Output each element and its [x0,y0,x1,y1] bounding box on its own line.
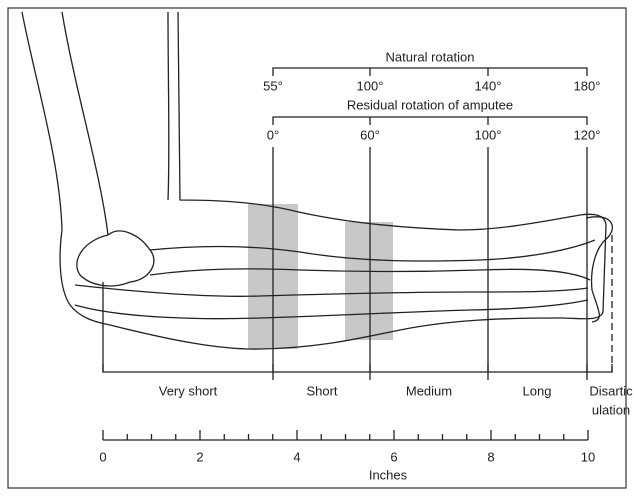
brackets [102,67,613,441]
residual-angle: 100° [475,127,502,142]
radius [149,239,596,262]
arm-outline [21,11,607,350]
natural-angle: 140° [475,78,502,93]
natural-angle: 100° [357,78,384,93]
radius [149,268,591,281]
ruler-label: 2 [196,449,203,464]
ulna [74,299,589,320]
arm-drawing [21,11,613,372]
residual-bracket [272,116,588,125]
natural-title: Natural rotation [386,49,475,64]
level-bracket [102,364,613,380]
natural-angle: 180° [574,78,601,93]
ruler-label: 6 [390,449,397,464]
level-label: Long [523,383,552,398]
elbow-joint [76,230,155,287]
level-label: Disartic [589,383,633,398]
level-label: Medium [406,383,452,398]
ruler-unit: Inches [369,467,408,482]
arm-outline [167,11,170,201]
ruler-label: 4 [293,449,300,464]
level-label: Very short [159,383,218,398]
natural-bracket [272,67,588,76]
ulna [74,284,589,297]
ruler-label: 10 [581,449,595,464]
disarticulation-area [585,216,613,323]
humerus [61,11,109,236]
residual-angle: 60° [360,127,380,142]
natural-angle: 55° [263,78,283,93]
frame [7,7,627,489]
ruler-label: 0 [99,449,106,464]
residual-angle: 0° [267,127,279,142]
shaded-band [345,222,393,340]
level-lines [102,147,588,372]
level-label: Short [306,383,337,398]
ruler-label: 8 [487,449,494,464]
level-label: ulation [592,402,630,417]
residual-angle: 120° [574,127,601,142]
residual-title: Residual rotation of amputee [347,97,513,112]
